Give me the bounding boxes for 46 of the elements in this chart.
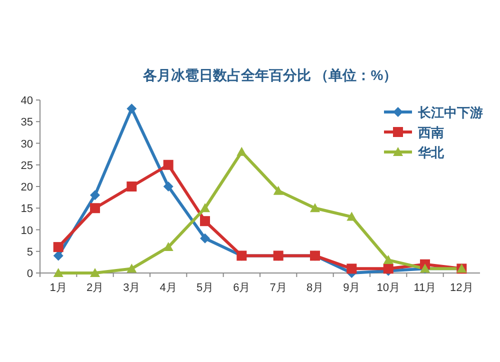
point: [273, 186, 284, 195]
legend-label: 长江中下游: [417, 105, 483, 120]
point: [126, 182, 137, 192]
point: [90, 268, 100, 277]
point: [383, 255, 394, 264]
x-tick-label: 1月: [50, 282, 67, 294]
point: [200, 216, 210, 226]
x-tick-label: 5月: [196, 282, 214, 294]
x-tick-label: 4月: [160, 282, 177, 294]
point: [53, 268, 64, 277]
point: [346, 264, 357, 274]
chart-title: 各月冰雹日数占全年百分比 （单位：%）: [142, 67, 398, 83]
x-tick-label: 6月: [233, 282, 250, 294]
point: [126, 264, 137, 273]
x-tick-label: 7月: [270, 282, 287, 294]
y-tick-label: 5: [26, 246, 33, 258]
x-tick-label: 11月: [414, 282, 436, 294]
point: [90, 190, 100, 200]
point: [163, 160, 174, 170]
y-tick-label: 25: [20, 160, 33, 172]
legend-label: 西南: [417, 125, 444, 140]
y-tick-label: 15: [20, 203, 33, 216]
point: [126, 104, 137, 114]
point: [310, 203, 320, 212]
y-tick-label: 0: [26, 268, 33, 280]
point: [236, 146, 247, 156]
x-tick-label: 3月: [123, 282, 140, 294]
point: [53, 242, 64, 252]
point: [346, 212, 357, 221]
y-tick-label: 40: [20, 95, 33, 107]
x-tick-label: 2月: [86, 282, 104, 294]
x-tick-label: 12月: [450, 282, 474, 294]
point: [200, 203, 210, 212]
point: [90, 203, 100, 214]
x-tick-label: 10月: [376, 282, 400, 294]
x-tick-label: 8月: [306, 282, 324, 294]
x-tick-label: 9月: [343, 282, 360, 294]
y-tick-label: 10: [20, 224, 33, 237]
y-tick-label: 35: [20, 116, 33, 129]
y-tick-label: 30: [20, 138, 33, 150]
legend-label: 华北: [417, 145, 445, 160]
y-tick-label: 20: [20, 182, 33, 194]
point: [53, 250, 64, 261]
point: [163, 242, 174, 252]
point: [163, 182, 174, 192]
point: [200, 233, 210, 244]
